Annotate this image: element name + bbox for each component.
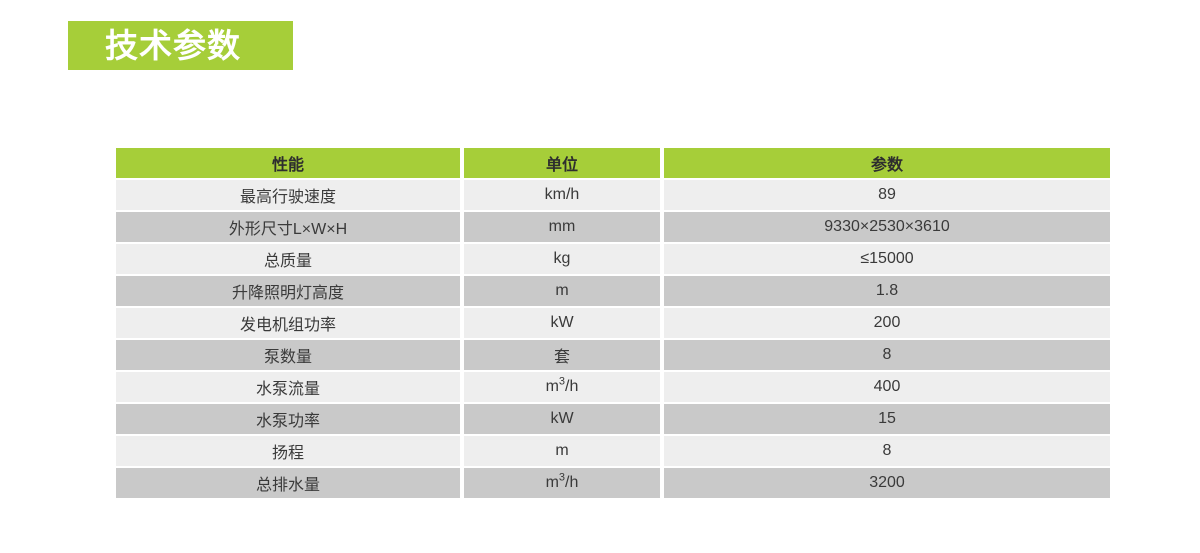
- cell-performance: 泵数量: [116, 340, 460, 370]
- cell-parameter: 3200: [664, 468, 1110, 498]
- cell-unit: kg: [464, 244, 660, 274]
- table-body: 最高行驶速度 km/h 89 外形尺寸L×W×H mm 9330×2530×3610 总质量…: [116, 180, 1110, 498]
- table-header-row: 性能 单位 参数: [116, 148, 1110, 178]
- table-row: 水泵功率 kW 15: [116, 404, 1110, 434]
- cell-parameter: 15: [664, 404, 1110, 434]
- table-row: 总排水量 m3/h 3200: [116, 468, 1110, 498]
- table-row: 升降照明灯高度 m 1.8: [116, 276, 1110, 306]
- table-row: 发电机组功率 kW 200: [116, 308, 1110, 338]
- column-header-performance: 性能: [116, 148, 460, 178]
- cell-unit: m: [464, 436, 660, 466]
- cell-parameter: 8: [664, 436, 1110, 466]
- cell-parameter: 200: [664, 308, 1110, 338]
- cell-unit: km/h: [464, 180, 660, 210]
- cell-unit: m: [464, 276, 660, 306]
- cell-performance: 总质量: [116, 244, 460, 274]
- cell-performance: 外形尺寸L×W×H: [116, 212, 460, 242]
- cell-performance: 最高行驶速度: [116, 180, 460, 210]
- cell-parameter: 1.8: [664, 276, 1110, 306]
- cell-performance: 发电机组功率: [116, 308, 460, 338]
- table-header: 性能 单位 参数: [116, 148, 1110, 178]
- page-title: 技术参数: [105, 27, 241, 64]
- table-row: 水泵流量 m3/h 400: [116, 372, 1110, 402]
- cell-parameter: 8: [664, 340, 1110, 370]
- table-row: 最高行驶速度 km/h 89: [116, 180, 1110, 210]
- cell-parameter: 9330×2530×3610: [664, 212, 1110, 242]
- cell-unit: m3/h: [464, 468, 660, 498]
- cell-parameter: 400: [664, 372, 1110, 402]
- cell-unit: kW: [464, 308, 660, 338]
- table-row: 总质量 kg ≤15000: [116, 244, 1110, 274]
- column-header-parameter: 参数: [664, 148, 1110, 178]
- cell-unit: m3/h: [464, 372, 660, 402]
- column-header-unit: 单位: [464, 148, 660, 178]
- cell-performance: 总排水量: [116, 468, 460, 498]
- cell-performance: 水泵功率: [116, 404, 460, 434]
- cell-unit: kW: [464, 404, 660, 434]
- technical-parameters-table: 性能 单位 参数 最高行驶速度 km/h 89 外形尺寸L×W×H mm 9330×253…: [112, 146, 1114, 500]
- cell-unit: mm: [464, 212, 660, 242]
- cell-parameter: ≤15000: [664, 244, 1110, 274]
- section-title-banner: 技术参数: [68, 21, 293, 70]
- table-row: 外形尺寸L×W×H mm 9330×2530×3610: [116, 212, 1110, 242]
- cell-performance: 升降照明灯高度: [116, 276, 460, 306]
- cell-unit: 套: [464, 340, 660, 370]
- table-row: 泵数量套 8: [116, 340, 1110, 370]
- cell-performance: 扬程: [116, 436, 460, 466]
- table-row: 扬程 m 8: [116, 436, 1110, 466]
- cell-performance: 水泵流量: [116, 372, 460, 402]
- cell-parameter: 89: [664, 180, 1110, 210]
